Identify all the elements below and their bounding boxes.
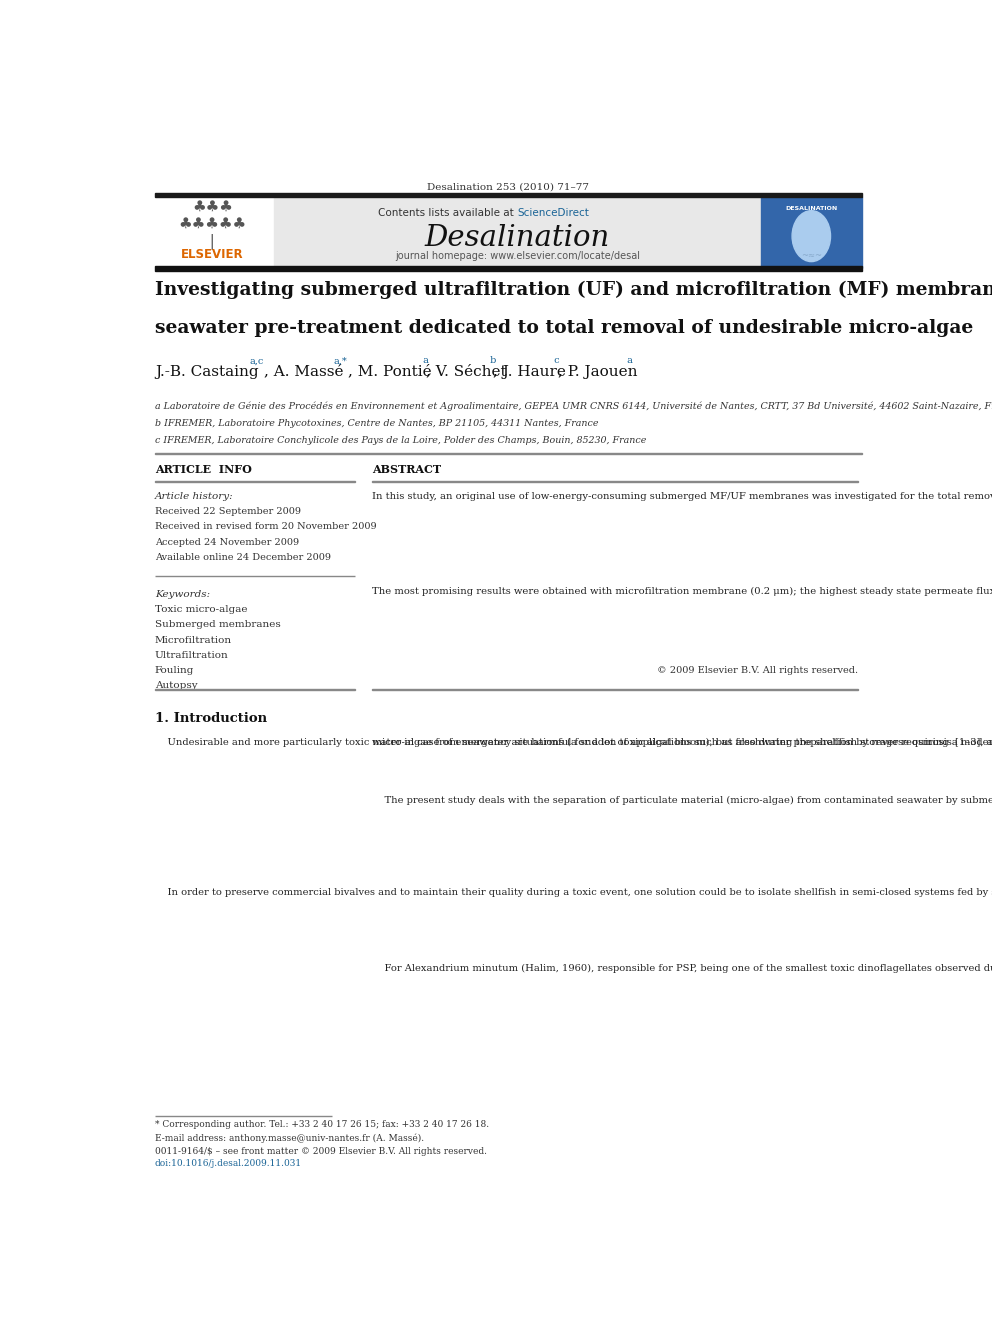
Text: ABSTRACT: ABSTRACT (372, 464, 441, 475)
Bar (155, 266, 862, 271)
Text: Ultrafiltration: Ultrafiltration (155, 651, 228, 660)
Text: ELSEVIER: ELSEVIER (182, 247, 244, 261)
Text: water in case of emergency situations (a sudden toxic algal bloom), but also dur: water in case of emergency situations (a… (372, 737, 992, 746)
Text: Investigating submerged ultrafiltration (UF) and microfiltration (MF) membranes : Investigating submerged ultrafiltration … (155, 280, 992, 299)
Text: journal homepage: www.elsevier.com/locate/desal: journal homepage: www.elsevier.com/locat… (395, 250, 640, 261)
Text: , V. Séchet: , V. Séchet (427, 365, 507, 378)
Text: Article history:: Article history: (155, 492, 233, 501)
Text: 0011-9164/$ – see front matter © 2009 Elsevier B.V. All rights reserved.: 0011-9164/$ – see front matter © 2009 El… (155, 1147, 487, 1156)
Text: Available online 24 December 2009: Available online 24 December 2009 (155, 553, 330, 562)
Text: For Alexandrium minutum (Halim, 1960), responsible for PSP, being one of the sma: For Alexandrium minutum (Halim, 1960), r… (372, 963, 992, 972)
Text: Received 22 September 2009: Received 22 September 2009 (155, 507, 301, 516)
Text: b IFREMER, Laboratoire Phycotoxines, Centre de Nantes, BP 21105, 44311 Nantes, F: b IFREMER, Laboratoire Phycotoxines, Cen… (155, 418, 598, 427)
Text: Desalination: Desalination (425, 224, 610, 251)
Text: E-mail address: anthony.masse@univ-nantes.fr (A. Massé).: E-mail address: anthony.masse@univ-nante… (155, 1134, 424, 1143)
Text: c IFREMER, Laboratoire Conchylicole des Pays de la Loire, Polder des Champs, Bou: c IFREMER, Laboratoire Conchylicole des … (155, 435, 646, 445)
Text: doi:10.1016/j.desal.2009.11.031: doi:10.1016/j.desal.2009.11.031 (155, 1159, 302, 1168)
Text: In this study, an original use of low-energy-consuming submerged MF/UF membranes: In this study, an original use of low-en… (372, 492, 992, 501)
Text: ♣♣♣
♣♣♣♣♣
  |: ♣♣♣ ♣♣♣♣♣ | (179, 198, 246, 250)
Text: * Corresponding author. Tel.: +33 2 40 17 26 15; fax: +33 2 40 17 26 18.: * Corresponding author. Tel.: +33 2 40 1… (155, 1121, 489, 1130)
Text: The most promising results were obtained with microfiltration membrane (0.2 μm);: The most promising results were obtained… (372, 586, 992, 595)
Text: a,c: a,c (249, 356, 264, 365)
Text: The present study deals with the separation of particulate material (micro-algae: The present study deals with the separat… (372, 795, 992, 804)
Text: seawater pre-treatment dedicated to total removal of undesirable micro-algae: seawater pre-treatment dedicated to tota… (155, 319, 973, 336)
Text: Fouling: Fouling (155, 665, 194, 675)
Bar (155, 193, 862, 197)
Text: 1. Introduction: 1. Introduction (155, 712, 267, 725)
Text: , J. Haure: , J. Haure (493, 365, 565, 378)
Text: b: b (487, 356, 496, 365)
Text: , A. Massé: , A. Massé (264, 365, 343, 378)
Text: , P. Jaouen: , P. Jaouen (558, 365, 637, 378)
Text: Toxic micro-algae: Toxic micro-algae (155, 605, 247, 614)
Text: Desalination 253 (2010) 71–77: Desalination 253 (2010) 71–77 (428, 183, 589, 192)
Circle shape (792, 210, 830, 262)
Text: c: c (552, 356, 560, 365)
Text: Accepted 24 November 2009: Accepted 24 November 2009 (155, 537, 299, 546)
Text: ~≈~: ~≈~ (801, 250, 821, 259)
Text: , M. Pontié: , M. Pontié (348, 365, 433, 378)
Bar (155, 197, 274, 267)
Text: In order to preserve commercial bivalves and to maintain their quality during a : In order to preserve commercial bivalves… (155, 888, 992, 897)
Text: Received in revised form 20 November 2009: Received in revised form 20 November 200… (155, 523, 376, 532)
Text: Keywords:: Keywords: (155, 590, 210, 599)
Text: a: a (624, 356, 633, 365)
Text: DESALINATION: DESALINATION (786, 206, 837, 210)
Text: Microfiltration: Microfiltration (155, 635, 232, 644)
Bar (274, 197, 761, 267)
Text: Contents lists available at: Contents lists available at (378, 208, 517, 218)
Text: a Laboratoire de Génie des Procédés en Environnement et Agroalimentaire, GEPEA U: a Laboratoire de Génie des Procédés en E… (155, 401, 992, 410)
Text: ARTICLE  INFO: ARTICLE INFO (155, 464, 252, 475)
Text: a,*: a,* (333, 356, 347, 365)
Text: Autopsy: Autopsy (155, 681, 197, 691)
Text: J.-B. Castaing: J.-B. Castaing (155, 365, 258, 378)
Text: © 2009 Elsevier B.V. All rights reserved.: © 2009 Elsevier B.V. All rights reserved… (657, 665, 858, 675)
Bar (761, 197, 862, 267)
Text: ScienceDirect: ScienceDirect (517, 208, 589, 218)
Text: a: a (420, 356, 429, 365)
Text: Undesirable and more particularly toxic micro-algae from seawater are harmful fo: Undesirable and more particularly toxic … (155, 737, 992, 746)
Text: Submerged membranes: Submerged membranes (155, 620, 281, 630)
